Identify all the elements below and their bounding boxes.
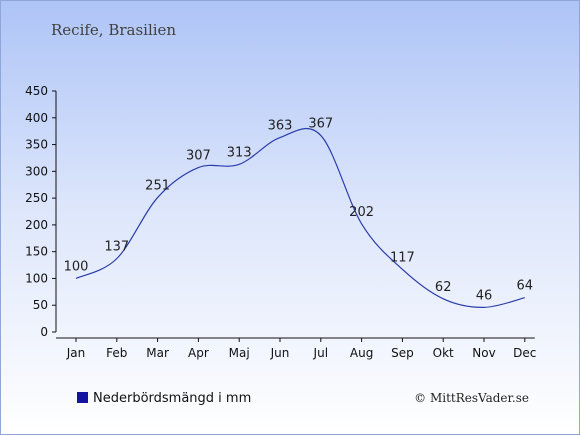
x-tick-label: Apr [188, 346, 209, 360]
data-label: 117 [390, 250, 415, 265]
x-tick-label: Okt [433, 346, 454, 360]
x-tick-label: Aug [350, 346, 373, 360]
data-label: 46 [476, 288, 493, 303]
x-tick-label: Jan [66, 346, 86, 360]
y-tick-label: 0 [40, 325, 48, 339]
x-tick-label: Maj [229, 346, 250, 360]
legend: Nederbördsmängd i mm [77, 391, 251, 406]
x-tick-label: Dec [513, 346, 536, 360]
y-tick-label: 400 [25, 111, 48, 125]
y-tick-label: 450 [25, 84, 48, 98]
data-label: 100 [64, 259, 89, 274]
x-tick-label: Nov [472, 346, 495, 360]
y-tick-label: 50 [33, 298, 48, 312]
x-tick-label: Sep [391, 346, 414, 360]
y-tick-label: 150 [25, 245, 48, 259]
copyright-text: © MittResVader.se [414, 391, 529, 405]
data-label: 307 [186, 149, 211, 164]
x-tick-label: Jun [270, 346, 290, 360]
legend-label: Nederbördsmängd i mm [93, 391, 252, 406]
y-tick-label: 250 [25, 191, 48, 205]
y-tick-label: 300 [25, 164, 48, 178]
data-label: 367 [308, 116, 333, 131]
data-label: 313 [227, 145, 252, 160]
x-tick-label: Jul [313, 346, 328, 360]
data-label: 202 [349, 205, 374, 220]
y-tick-label: 350 [25, 138, 48, 152]
x-tick-label: Mar [146, 346, 169, 360]
y-tick-label: 100 [25, 271, 48, 285]
chart-title: Recife, Brasilien [51, 21, 177, 39]
data-label: 363 [268, 119, 293, 134]
x-tick-label: Feb [106, 346, 127, 360]
legend-swatch [77, 392, 88, 403]
data-label: 251 [145, 179, 170, 194]
data-label: 64 [517, 279, 534, 294]
y-tick-label: 200 [25, 218, 48, 232]
data-label: 62 [435, 280, 452, 295]
data-label: 137 [104, 240, 129, 255]
series-line [75, 127, 525, 308]
